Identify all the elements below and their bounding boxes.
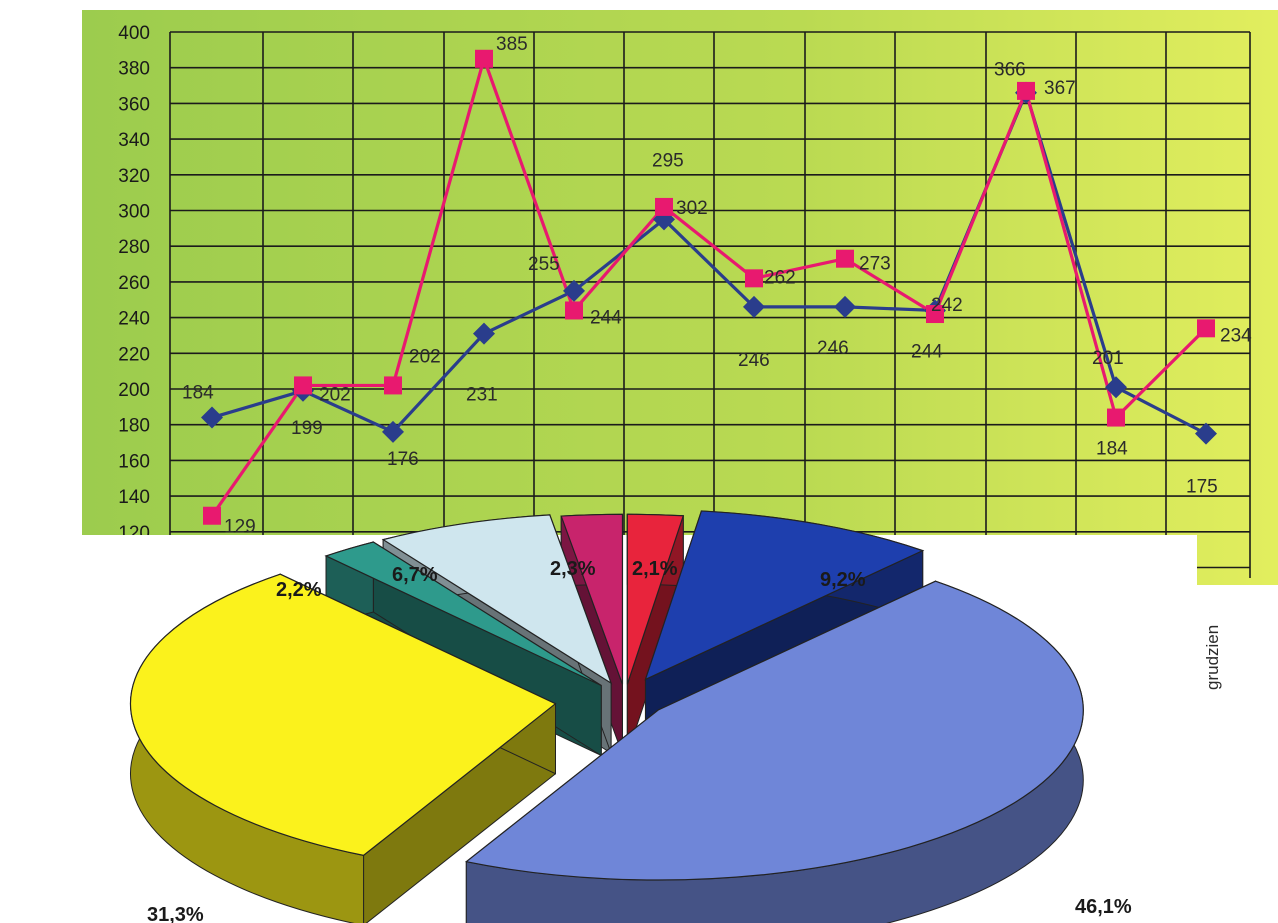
line-chart: 400 380 360 340 320 300 280 260 240 220 200 180 160 1… <box>82 10 1278 690</box>
pie-percentage-label: 2,2% <box>276 579 322 601</box>
data-point-square <box>655 197 673 216</box>
data-label: 385 <box>496 34 528 55</box>
data-label: 184 <box>1096 439 1128 460</box>
data-point-square <box>926 305 944 324</box>
data-label: 129 <box>224 517 256 538</box>
data-label: 231 <box>466 385 498 406</box>
pie-percentage-label: 46,1% <box>1075 896 1132 918</box>
data-label: 202 <box>409 346 441 367</box>
grid-lines <box>169 31 1251 578</box>
series-markers <box>201 49 1217 525</box>
pie-slice <box>626 513 685 755</box>
data-point-diamond <box>382 420 404 443</box>
data-label: 246 <box>738 350 770 371</box>
data-point-square <box>1197 319 1215 338</box>
data-label: 242 <box>931 295 963 316</box>
data-label: 273 <box>859 254 891 275</box>
data-label: 262 <box>764 267 796 288</box>
data-label: 302 <box>676 198 708 219</box>
data-point-diamond <box>1105 376 1127 399</box>
data-label: 202 <box>319 384 351 405</box>
data-point-square <box>294 376 312 395</box>
data-label: 366 <box>994 60 1026 81</box>
data-point-square <box>1017 81 1035 100</box>
data-label: 176 <box>387 449 419 470</box>
y-tick-label: 220 <box>118 344 150 365</box>
data-point-square <box>836 249 854 268</box>
data-label: 255 <box>528 254 560 275</box>
data-point-square <box>1107 408 1125 427</box>
data-point-diamond <box>1195 422 1217 445</box>
pie-percentage-label: 2,3% <box>550 558 596 580</box>
y-tick-label: 160 <box>118 451 150 472</box>
y-tick-label: 180 <box>118 416 150 437</box>
y-tick-label: 380 <box>118 59 150 80</box>
y-tick-label: 280 <box>118 237 150 258</box>
pie-percentage-label: 31,3% <box>147 904 204 923</box>
data-point-diamond <box>743 295 765 318</box>
data-point-diamond <box>563 279 585 302</box>
series-labels: 184 199 176 231 255 295 246 246 244 366 201 175 129 2… <box>182 34 1252 538</box>
data-label: 234 <box>1220 325 1252 346</box>
data-label: 295 <box>652 150 684 171</box>
pie-slice <box>464 580 1084 923</box>
data-point-square <box>384 376 402 395</box>
plot-background <box>82 10 1278 585</box>
data-label: 246 <box>817 338 849 359</box>
data-label: 244 <box>911 341 943 362</box>
y-tick-label: 240 <box>118 309 150 330</box>
y-tick-label: 360 <box>118 94 150 115</box>
data-label: 199 <box>291 418 323 439</box>
series-lines <box>210 57 1208 517</box>
data-point-square <box>203 506 221 525</box>
pie-percentage-label: 2,1% <box>632 558 678 580</box>
data-point-diamond <box>473 322 495 345</box>
pie-chart: 46,1% 31,3% 2,2% 6,7% 2,3% 2,1% 9,2% <box>82 510 1197 923</box>
pie-percentage-label: 9,2% <box>820 569 866 591</box>
series-line-1 <box>210 57 1208 517</box>
y-tick-label: 400 <box>118 23 150 44</box>
data-label: 244 <box>590 307 622 328</box>
y-tick-label: 140 <box>118 487 150 508</box>
y-tick-label: 260 <box>118 273 150 294</box>
y-tick-label: 200 <box>118 380 150 401</box>
x-axis-label-grudzien: grudzien <box>1203 625 1222 690</box>
data-label: 175 <box>1186 477 1218 498</box>
data-point-diamond <box>201 406 223 429</box>
data-point-square <box>565 301 583 320</box>
pie-percentage-label: 6,7% <box>392 564 438 586</box>
y-tick-label: 320 <box>118 166 150 187</box>
data-label: 201 <box>1092 348 1124 369</box>
data-point-square <box>745 269 763 288</box>
y-tick-label: 340 <box>118 130 150 151</box>
data-point-square <box>475 49 493 68</box>
data-label: 367 <box>1044 78 1076 99</box>
data-label: 184 <box>182 383 214 404</box>
pie-slice <box>129 573 557 923</box>
y-tick-label: 300 <box>118 202 150 223</box>
data-point-diamond <box>834 295 856 318</box>
